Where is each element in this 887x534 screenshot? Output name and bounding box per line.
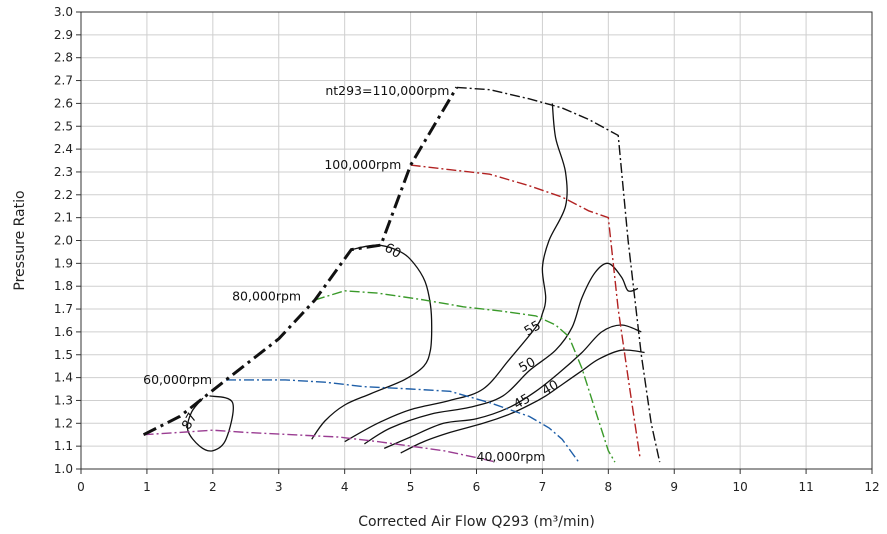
y-tick-label: 1.3 — [54, 393, 73, 407]
efficiency-island-87 — [186, 395, 234, 452]
surge-line — [142, 86, 458, 437]
x-tick-label: 10 — [733, 480, 748, 494]
efficiency-label: 40 — [540, 378, 562, 399]
x-tick-label: 5 — [407, 480, 415, 494]
y-tick-label: 2.5 — [54, 119, 73, 133]
efficiency-label: 87 — [179, 411, 200, 433]
y-tick-label: 1.4 — [54, 371, 73, 385]
x-axis-ticks: 0 1 2 3 4 5 6 7 8 9 10 11 12 — [77, 469, 880, 494]
x-tick-label: 9 — [670, 480, 678, 494]
efficiency-label: 55 — [522, 318, 544, 339]
efficiency-island-60 — [311, 244, 433, 440]
y-tick-label: 2.3 — [54, 165, 73, 179]
y-tick-label: 2.8 — [54, 51, 73, 65]
y-tick-label: 1.5 — [54, 348, 73, 362]
y-tick-label: 2.6 — [54, 96, 73, 110]
x-tick-label: 11 — [798, 480, 813, 494]
x-tick-label: 8 — [605, 480, 613, 494]
y-tick-label: 1.1 — [54, 439, 73, 453]
x-tick-label: 12 — [864, 480, 879, 494]
speed-label: nt293=110,000rpm — [325, 83, 449, 98]
efficiency-label: 60 — [382, 241, 404, 262]
efficiency-islands — [186, 103, 645, 454]
x-tick-label: 6 — [473, 480, 481, 494]
speed-line-0 — [456, 86, 661, 463]
efficiency-island-55 — [344, 103, 568, 443]
annotations: nt293=110,000rpm 100,000rpm 80,000rpm 60,00… — [143, 83, 561, 464]
speed-label: 60,000rpm — [143, 372, 212, 387]
speed-line-4 — [143, 429, 497, 463]
speed-label: 80,000rpm — [232, 288, 301, 303]
y-tick-label: 2.9 — [54, 28, 73, 42]
x-tick-label: 4 — [341, 480, 349, 494]
speed-lines — [143, 86, 661, 463]
efficiency-label: 50 — [517, 355, 539, 376]
speed-line-3 — [226, 379, 580, 463]
y-tick-label: 1.7 — [54, 302, 73, 316]
speed-label: 40,000rpm — [477, 449, 546, 464]
efficiency-island-40 — [400, 349, 645, 454]
y-tick-label: 1.8 — [54, 279, 73, 293]
y-tick-label: 1.9 — [54, 256, 73, 270]
y-tick-label: 3.0 — [54, 5, 73, 19]
speed-line-2 — [314, 290, 616, 463]
speed-line-1 — [410, 164, 641, 458]
x-tick-label: 0 — [77, 480, 85, 494]
efficiency-island-50 — [364, 262, 639, 445]
y-tick-label: 1.2 — [54, 416, 73, 430]
efficiency-label: 45 — [511, 391, 533, 412]
x-axis-label: Corrected Air Flow Q293 (m³/min) — [358, 514, 595, 530]
x-tick-label: 7 — [539, 480, 547, 494]
y-tick-label: 2.4 — [54, 142, 73, 156]
x-tick-label: 1 — [143, 480, 151, 494]
y-axis-label: Pressure Ratio — [12, 190, 28, 290]
speed-label: 100,000rpm — [324, 157, 401, 172]
y-tick-label: 2.1 — [54, 211, 73, 225]
x-tick-label: 3 — [275, 480, 283, 494]
x-tick-label: 2 — [209, 480, 217, 494]
y-tick-label: 2.0 — [54, 234, 73, 248]
efficiency-island-45 — [383, 324, 642, 449]
y-tick-label: 1.0 — [54, 462, 73, 476]
y-tick-label: 2.2 — [54, 188, 73, 202]
y-tick-label: 1.6 — [54, 325, 73, 339]
y-tick-label: 2.7 — [54, 74, 73, 88]
y-axis-ticks: 1.0 1.1 1.2 1.3 1.4 1.5 1.6 1.7 1.8 1.9 2.0 2.1 2.2 2… — [54, 5, 81, 476]
